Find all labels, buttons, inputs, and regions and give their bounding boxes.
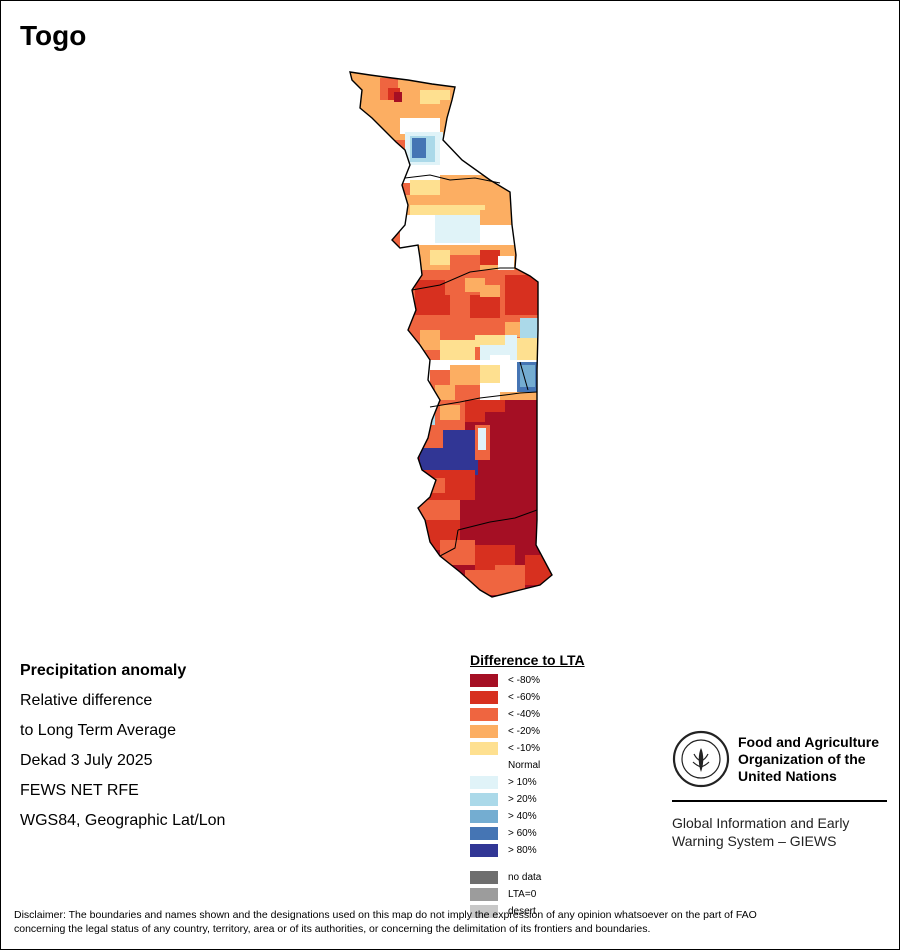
legend-item: > 10%: [470, 774, 585, 791]
info-projection: WGS84, Geographic Lat/Lon: [20, 812, 226, 829]
country-outline: [349, 71, 553, 598]
legend-label: desert: [508, 906, 536, 917]
legend-label: Normal: [508, 760, 541, 771]
disclaimer-line1: Disclaimer: The boundaries and names sho…: [14, 909, 757, 921]
info-period: Dekad 3 July 2025: [20, 752, 153, 769]
legend-item: Normal: [470, 757, 585, 774]
legend-swatch: [470, 742, 498, 755]
legend-label: > 20%: [508, 794, 537, 805]
legend-label: LTA=0: [508, 889, 537, 900]
legend-label: < -60%: [508, 692, 540, 703]
legend-item: > 80%: [470, 842, 585, 859]
legend-swatch: [470, 810, 498, 823]
org-name-line3: United Nations: [738, 768, 837, 784]
system-line2: Warning System – GIEWS: [672, 833, 837, 849]
org-name-line2: Organization of the: [738, 751, 866, 767]
legend-label: > 60%: [508, 828, 537, 839]
fao-logo-icon: [672, 730, 730, 788]
legend-item: < -80%: [470, 672, 585, 689]
anomaly-cells: [350, 72, 552, 597]
legend-gap: [470, 859, 585, 869]
anomaly-map: [349, 71, 553, 598]
legend-label: < -40%: [508, 709, 540, 720]
system-name: Global Information and Early Warning Sys…: [672, 814, 900, 850]
legend-swatch: [470, 844, 498, 857]
org-divider: [672, 800, 887, 802]
info-line2: to Long Term Average: [20, 722, 176, 739]
info-heading: Precipitation anomaly: [20, 662, 187, 679]
legend-item: < -10%: [470, 740, 585, 757]
info-line1: Relative difference: [20, 692, 153, 709]
legend-swatch: [470, 827, 498, 840]
legend-label: > 80%: [508, 845, 537, 856]
legend-item: desert: [470, 903, 585, 920]
legend-label: < -80%: [508, 675, 540, 686]
legend-label: no data: [508, 872, 542, 883]
map-title: Togo: [20, 20, 87, 51]
legend-item: < -20%: [470, 723, 585, 740]
legend-swatch: [470, 725, 498, 738]
legend-swatch: [470, 759, 498, 772]
map-info: Precipitation anomaly Relative differenc…: [20, 656, 225, 836]
legend-swatch: [470, 888, 498, 901]
disclaimer-line2: concerning the legal status of any count…: [14, 923, 651, 935]
legend-label: < -10%: [508, 743, 540, 754]
legend-item: > 20%: [470, 791, 585, 808]
legend: Difference to LTA < -80% < -60% < -40% < -2…: [470, 652, 585, 920]
legend-item: < -60%: [470, 689, 585, 706]
legend-item: > 60%: [470, 825, 585, 842]
org-name-line1: Food and Agriculture: [738, 734, 880, 750]
legend-item: LTA=0: [470, 886, 585, 903]
legend-swatch: [470, 793, 498, 806]
legend-item: < -40%: [470, 706, 585, 723]
legend-label: > 40%: [508, 811, 537, 822]
system-line1: Global Information and Early: [672, 815, 850, 831]
legend-item: > 40%: [470, 808, 585, 825]
org-name: Food and Agriculture Organization of the…: [738, 734, 900, 785]
legend-swatch: [470, 871, 498, 884]
legend-rows: < -80% < -60% < -40% < -20% < -10% Normal > 10…: [470, 672, 585, 920]
legend-swatch: [470, 674, 498, 687]
legend-title: Difference to LTA: [470, 652, 585, 668]
info-source: FEWS NET RFE: [20, 782, 139, 799]
legend-item: no data: [470, 869, 585, 886]
region-boundaries: [404, 174, 538, 557]
disclaimer: Disclaimer: The boundaries and names sho…: [14, 908, 884, 936]
legend-swatch: [470, 905, 498, 918]
legend-swatch: [470, 708, 498, 721]
legend-label: < -20%: [508, 726, 540, 737]
legend-swatch: [470, 776, 498, 789]
legend-swatch: [470, 691, 498, 704]
legend-label: > 10%: [508, 777, 537, 788]
